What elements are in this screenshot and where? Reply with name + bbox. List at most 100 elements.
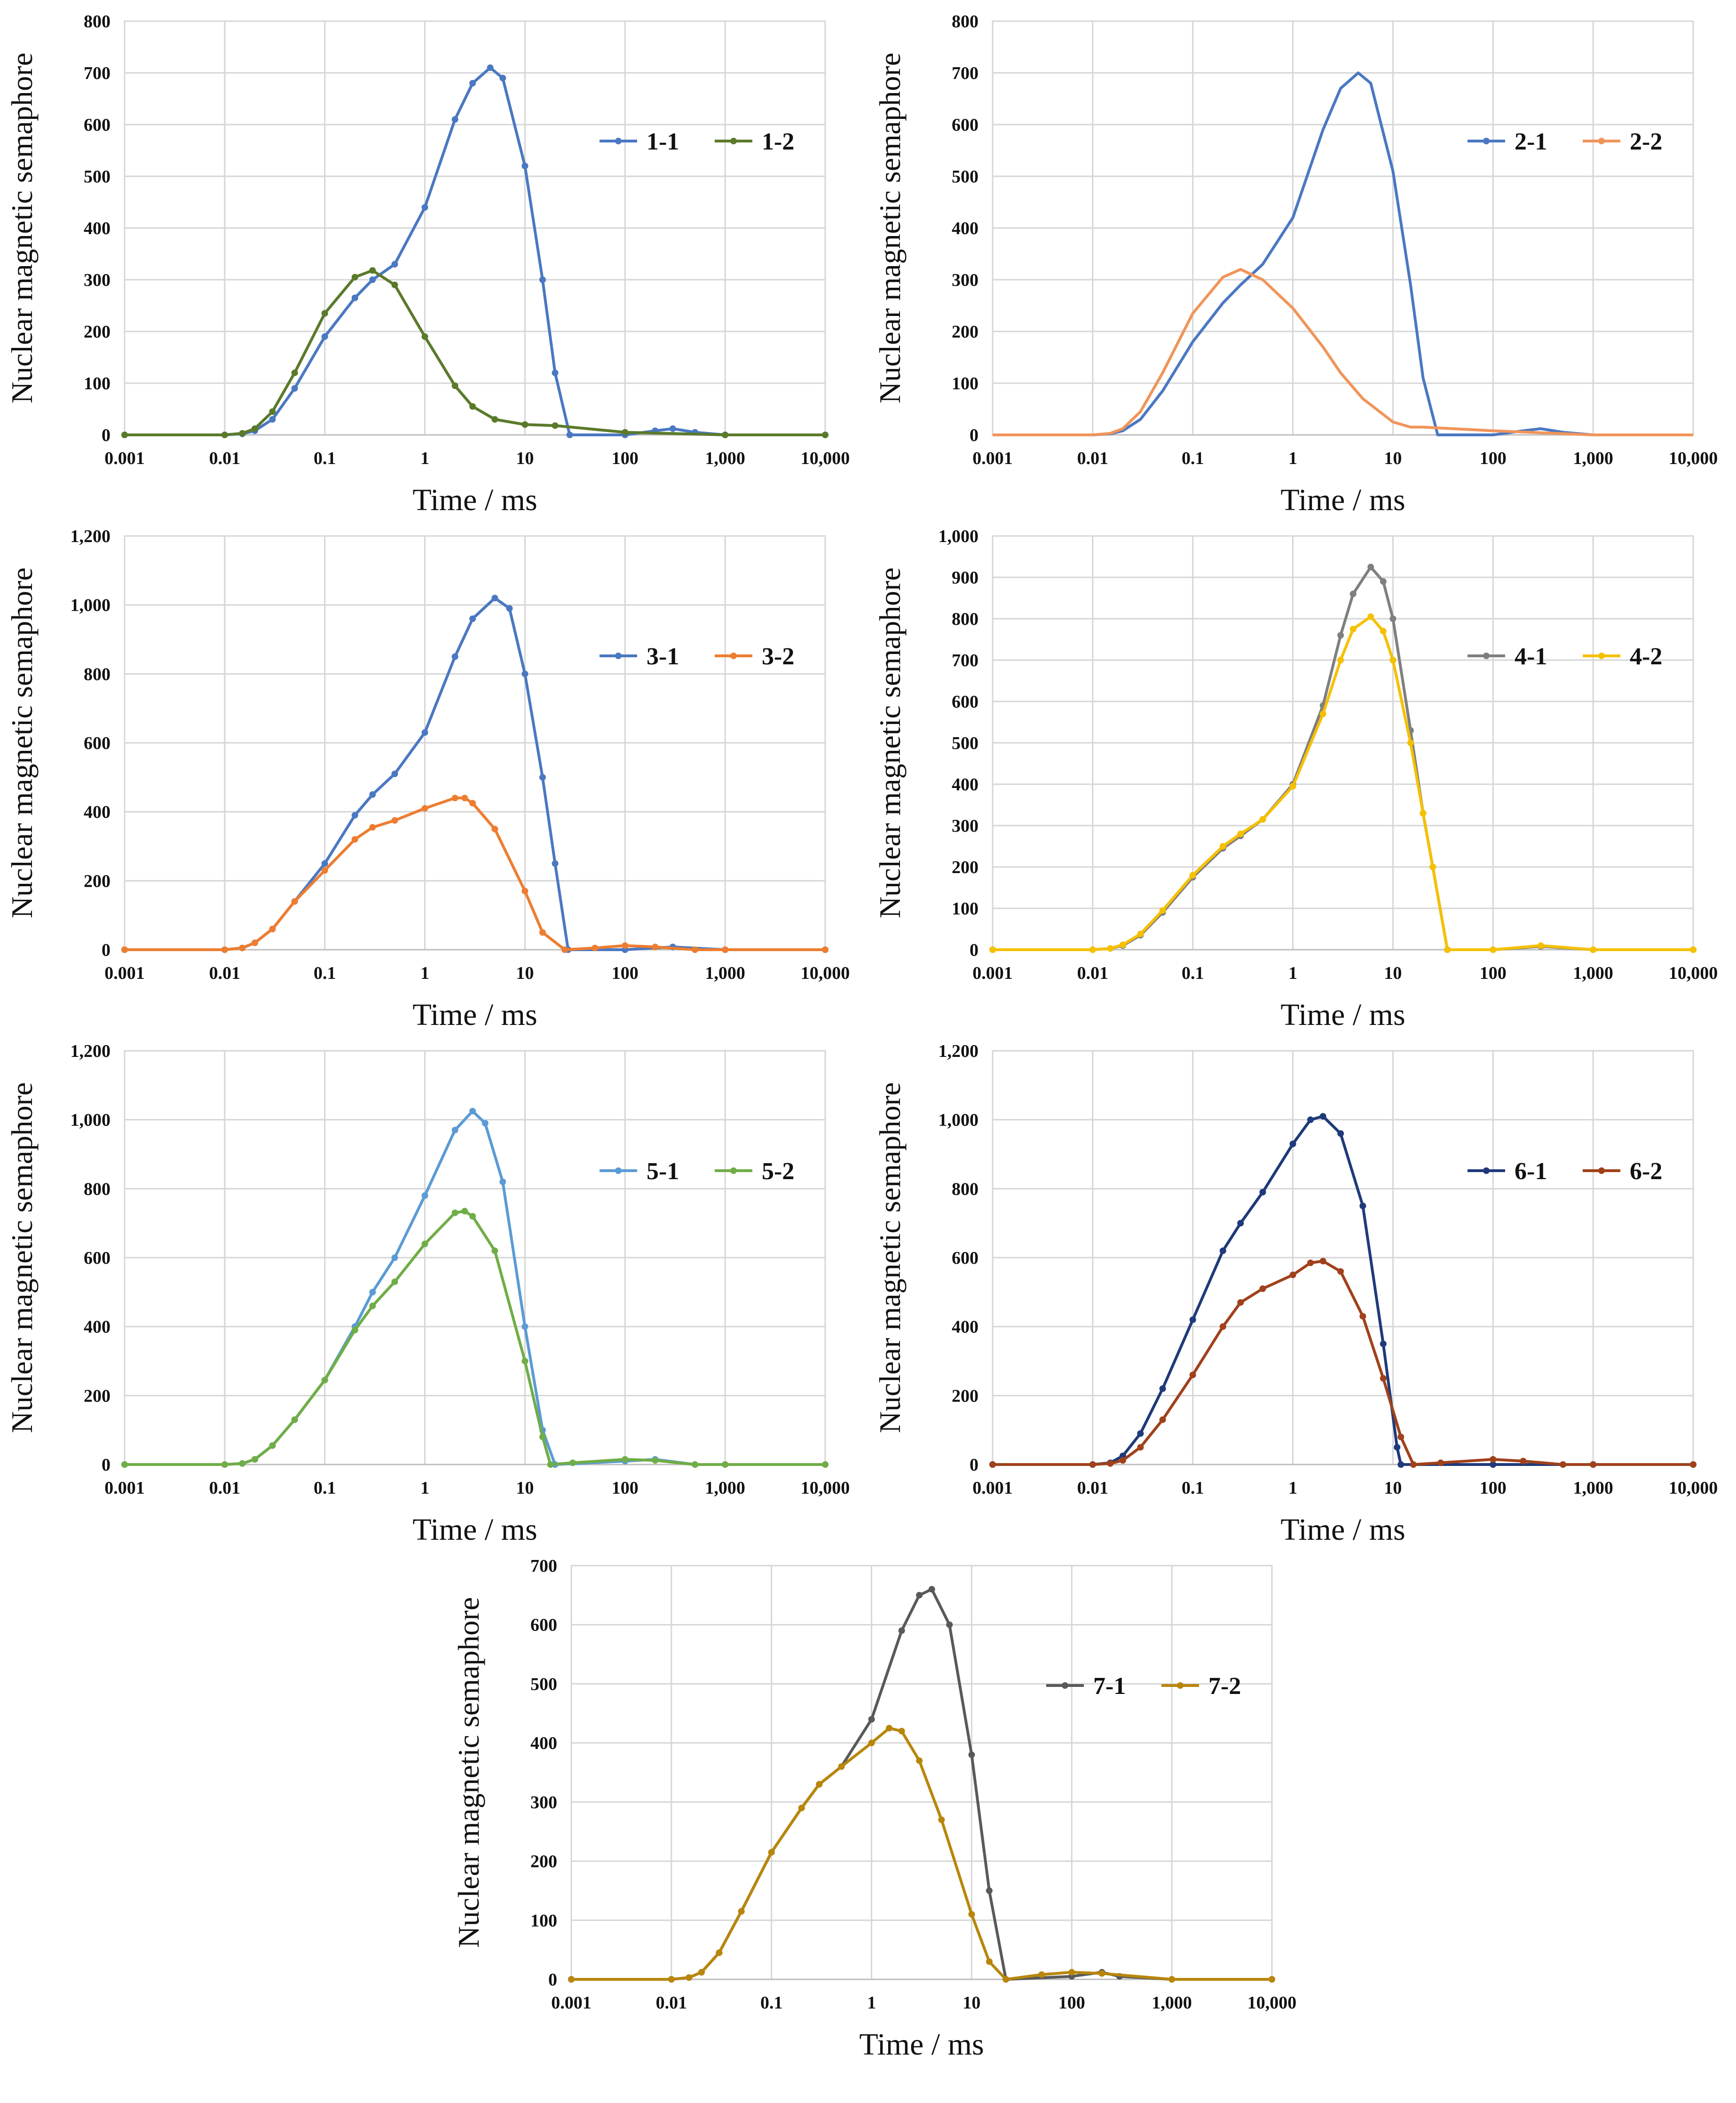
data-point-6-2 [1359, 1313, 1366, 1320]
data-point-6-2 [1137, 1444, 1144, 1451]
data-point-7-1 [986, 1887, 993, 1894]
x-tick-label: 0.001 [104, 1478, 145, 1498]
legend-marker-7-2 [1177, 1682, 1184, 1689]
data-point-4-2 [1490, 946, 1497, 953]
y-tick-label: 800 [84, 1179, 110, 1199]
x-tick-label: 0.001 [551, 1993, 592, 2013]
data-point-1-1 [291, 385, 298, 392]
data-point-5-2 [421, 1240, 428, 1247]
y-tick-label: 1,000 [71, 596, 111, 615]
y-tick-label: 200 [84, 1386, 110, 1406]
data-point-4-2 [1367, 613, 1374, 620]
data-point-7-2 [838, 1763, 845, 1770]
data-point-1-2 [469, 403, 476, 410]
y-tick-label: 200 [530, 1852, 557, 1872]
data-point-4-1 [1389, 615, 1397, 622]
data-point-5-1 [369, 1289, 376, 1296]
legend-marker-2-2 [1598, 138, 1605, 144]
data-point-6-1 [1337, 1130, 1344, 1137]
data-point-5-2 [461, 1208, 468, 1214]
data-point-4-1 [1337, 632, 1344, 639]
y-tick-label: 600 [952, 692, 978, 712]
data-point-6-2 [1397, 1434, 1405, 1441]
x-tick-label: 1 [420, 449, 429, 468]
data-point-5-1 [499, 1178, 506, 1185]
data-point-7-2 [986, 1958, 993, 1965]
legend-label: 5-2 [762, 1158, 794, 1185]
data-point-1-2 [291, 370, 298, 376]
y-tick-label: 200 [84, 871, 110, 891]
data-point-7-2 [798, 1804, 805, 1812]
data-point-5-1 [481, 1120, 489, 1126]
legend-marker-4-2 [1598, 653, 1605, 659]
data-point-3-2 [722, 946, 729, 953]
x-tick-label: 1,000 [1573, 963, 1613, 983]
y-tick-label: 400 [530, 1733, 557, 1753]
data-point-6-1 [1307, 1116, 1314, 1123]
data-point-1-1 [369, 276, 376, 283]
data-point-4-2 [1380, 628, 1387, 635]
x-tick-label: 1,000 [1152, 1993, 1192, 2013]
data-point-7-2 [1002, 1976, 1010, 1983]
legend-label: 7-2 [1208, 1673, 1241, 1700]
data-point-7-2 [1269, 1976, 1275, 1983]
data-point-1-2 [269, 408, 276, 415]
data-point-7-2 [738, 1908, 745, 1915]
legend-label: 1-1 [647, 128, 679, 155]
x-axis-label: Time / ms [412, 483, 537, 517]
data-point-6-1 [1289, 1141, 1296, 1147]
data-point-6-1 [1259, 1189, 1266, 1196]
data-point-4-2 [1159, 907, 1166, 914]
data-point-1-2 [321, 310, 328, 317]
x-tick-label: 0.1 [314, 963, 336, 983]
plot-area [570, 1565, 1273, 1980]
data-point-7-2 [916, 1757, 923, 1764]
data-point-1-1 [269, 416, 276, 423]
y-tick-label: 600 [84, 733, 110, 753]
data-point-3-2 [351, 836, 358, 843]
data-point-6-1 [1159, 1385, 1166, 1392]
data-point-5-2 [291, 1416, 298, 1423]
x-tick-label: 100 [1480, 1478, 1507, 1498]
data-point-3-2 [521, 888, 529, 895]
data-point-3-1 [491, 595, 498, 601]
data-point-4-2 [1219, 843, 1226, 850]
x-axis-label: Time / ms [412, 998, 537, 1032]
data-point-7-2 [886, 1725, 893, 1732]
data-point-3-1 [321, 860, 328, 867]
data-point-1-2 [351, 274, 358, 281]
y-tick-label: 400 [84, 219, 110, 238]
data-point-3-2 [469, 800, 476, 807]
data-point-7-2 [568, 1976, 575, 1983]
legend-marker-5-1 [615, 1167, 622, 1174]
y-tick-label: 100 [530, 1911, 557, 1930]
data-point-5-2 [469, 1213, 476, 1220]
y-tick-label: 400 [84, 803, 110, 822]
x-tick-label: 0.1 [314, 1478, 336, 1498]
x-tick-label: 1,000 [705, 1478, 745, 1498]
data-point-4-2 [1444, 946, 1451, 953]
data-point-1-2 [221, 432, 228, 438]
x-tick-label: 1 [420, 1478, 429, 1498]
data-point-4-2 [1337, 657, 1344, 663]
data-point-4-2 [1420, 810, 1427, 817]
legend-label: 3-1 [647, 643, 679, 670]
y-tick-label: 500 [952, 167, 978, 187]
data-point-4-1 [1367, 564, 1374, 570]
y-tick-label: 0 [102, 425, 110, 445]
x-tick-label: 0.1 [1182, 1478, 1204, 1498]
legend-label: 2-2 [1630, 128, 1662, 155]
data-point-5-2 [547, 1461, 554, 1468]
data-point-3-1 [539, 774, 546, 781]
data-point-4-1 [1380, 578, 1387, 585]
y-tick-label: 0 [102, 1455, 110, 1475]
legend-marker-3-2 [730, 653, 737, 659]
data-point-1-1 [321, 333, 328, 340]
y-axis-label: Nuclear magnetic semaphore [5, 53, 39, 403]
data-point-1-2 [622, 429, 629, 436]
x-tick-label: 0.1 [760, 1993, 783, 2013]
legend-marker-1-2 [730, 138, 737, 144]
x-tick-label: 0.01 [1077, 1478, 1109, 1498]
y-tick-label: 800 [952, 1179, 978, 1199]
legend-marker-2-1 [1483, 138, 1490, 144]
